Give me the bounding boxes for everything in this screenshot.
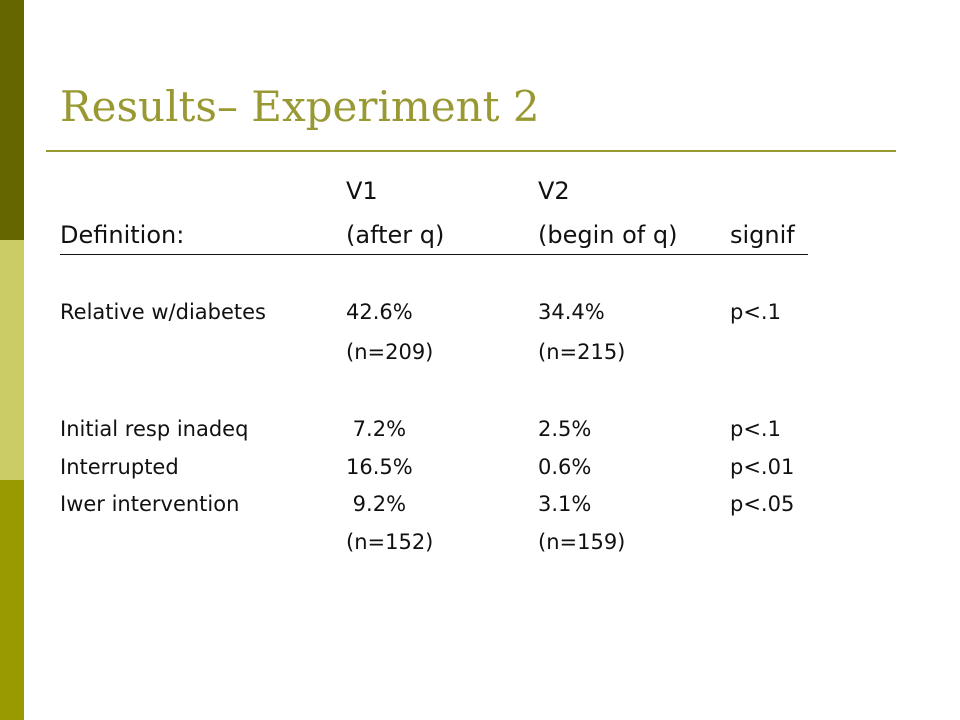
header-v2: V2 — [538, 177, 570, 205]
row-signif: p<.05 — [730, 492, 795, 516]
row-label: Relative w/diabetes — [60, 300, 266, 324]
row-signif: p<.01 — [730, 455, 795, 479]
row-label: Iwer intervention — [60, 492, 240, 516]
row-signif: p<.1 — [730, 300, 781, 324]
header-signif: signif — [730, 221, 795, 249]
row-v2-value: 2.5% — [538, 417, 592, 441]
side-bar-bottom — [0, 480, 24, 720]
row-v1-value: 7.2% — [346, 417, 407, 441]
row-v2-value: 0.6% — [538, 455, 592, 479]
row-label: Interrupted — [60, 455, 179, 479]
row-v2-n: (n=215) — [538, 340, 626, 364]
row-v1-value: 16.5% — [346, 455, 413, 479]
side-bar-top — [0, 0, 24, 240]
row-label: Initial resp inadeq — [60, 417, 249, 441]
row-v2-n: (n=159) — [538, 530, 626, 554]
header-v1: V1 — [346, 177, 378, 205]
row-v1-n: (n=152) — [346, 530, 434, 554]
side-bar-middle — [0, 240, 24, 480]
row-v1-value: 9.2% — [346, 492, 407, 516]
row-v1-n: (n=209) — [346, 340, 434, 364]
header-definition: Definition: — [60, 221, 185, 249]
slide-title: Results– Experiment 2 — [60, 82, 540, 131]
row-signif: p<.1 — [730, 417, 781, 441]
header-begin-of-q: (begin of q) — [538, 221, 678, 249]
title-rule — [46, 150, 896, 152]
row-v2-value: 3.1% — [538, 492, 592, 516]
header-after-q: (after q) — [346, 221, 445, 249]
row-v1-value: 42.6% — [346, 300, 413, 324]
header-underline — [60, 254, 808, 255]
row-v2-value: 34.4% — [538, 300, 605, 324]
